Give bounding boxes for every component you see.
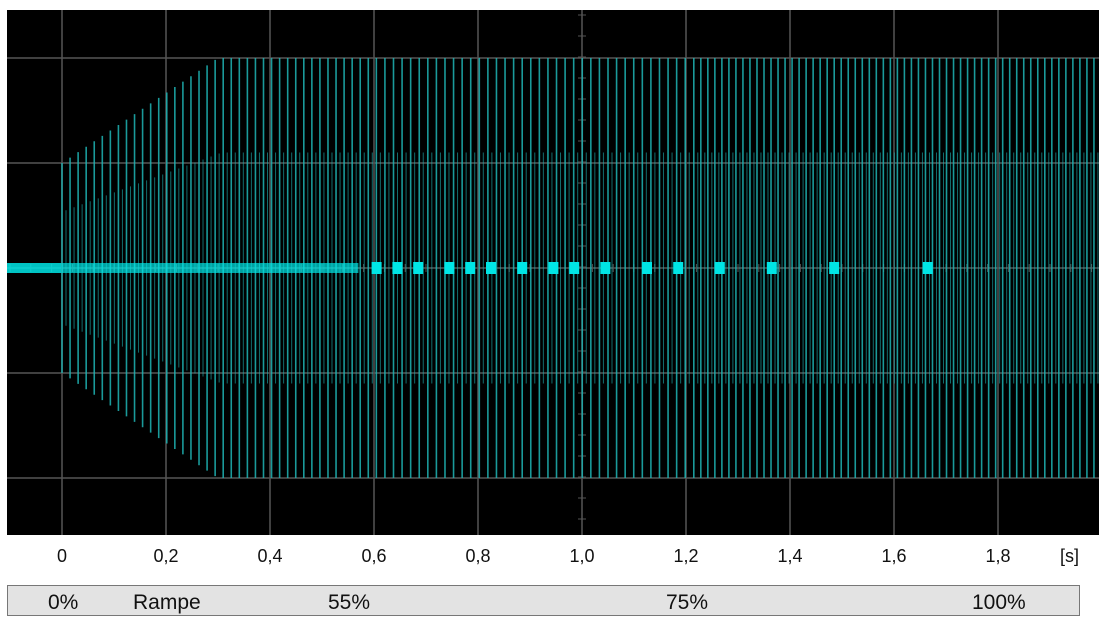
pulse-marker bbox=[392, 262, 403, 274]
x-tick-label: 0,6 bbox=[361, 546, 387, 566]
pulse-marker bbox=[444, 262, 455, 274]
pulse-marker bbox=[766, 262, 777, 274]
x-tick-label: 1,8 bbox=[985, 546, 1011, 566]
pulse-marker bbox=[673, 262, 684, 274]
ramp-bar-label: 75% bbox=[666, 591, 709, 614]
pulse-marker bbox=[548, 262, 559, 274]
x-tick-label: 0 bbox=[56, 546, 68, 566]
ramp-bar: 0% Rampe 55% 75% 100% bbox=[7, 585, 1080, 616]
ramp-bar-label: 100% bbox=[972, 591, 1026, 614]
x-tick-label: 1,2 bbox=[673, 546, 699, 566]
pulse-marker bbox=[465, 262, 476, 274]
signal-noise-band bbox=[7, 263, 62, 273]
x-tick-label: 1,6 bbox=[881, 546, 907, 566]
x-tick-label: 0,4 bbox=[257, 546, 283, 566]
x-tick-label: 0,2 bbox=[153, 546, 179, 566]
x-tick-label: 0,8 bbox=[465, 546, 491, 566]
oscilloscope-plot bbox=[7, 10, 1099, 535]
ramp-bar-label: 0% bbox=[48, 591, 79, 614]
ramp-bar-label: Rampe bbox=[133, 591, 201, 614]
plot-svg bbox=[7, 10, 1099, 535]
pulse-marker bbox=[486, 262, 496, 274]
pulse-marker bbox=[922, 262, 933, 274]
pulse-marker bbox=[600, 262, 611, 274]
signal-center-band bbox=[62, 263, 359, 273]
x-tick-label: 1,4 bbox=[777, 546, 803, 566]
ramp-bar-label: 55% bbox=[328, 591, 371, 614]
pulse-marker bbox=[569, 262, 580, 274]
x-axis: 0 0,2 0,4 0,6 0,8 1,0 1,2 1,4 1,6 1,8 [s] bbox=[0, 546, 1099, 576]
pulse-marker bbox=[371, 262, 382, 274]
pulse-marker bbox=[413, 262, 424, 274]
x-unit-label: [s] bbox=[1060, 546, 1080, 566]
x-tick-label: 1,0 bbox=[569, 546, 595, 566]
pulse-marker bbox=[714, 262, 725, 274]
pulse-marker bbox=[517, 262, 528, 274]
pulse-marker bbox=[642, 262, 652, 274]
pulse-marker bbox=[829, 262, 840, 274]
